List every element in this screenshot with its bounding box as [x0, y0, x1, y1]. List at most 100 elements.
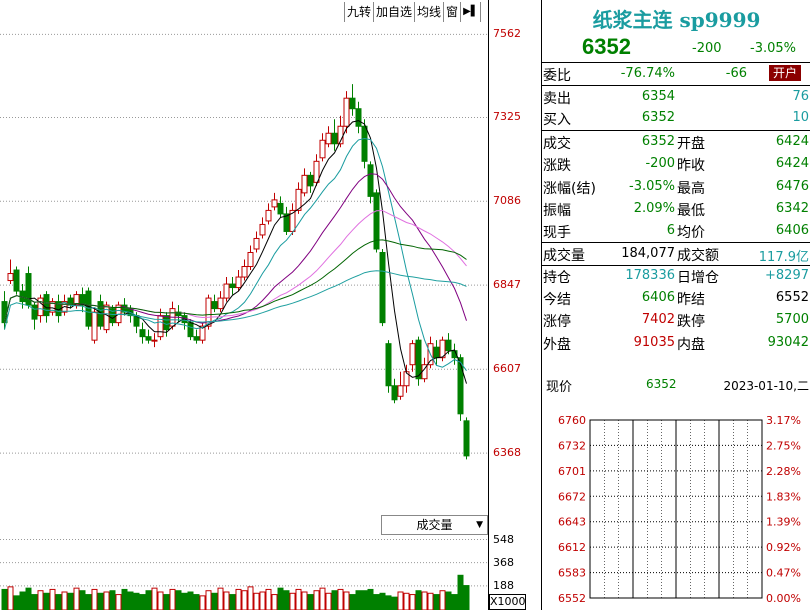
volume-bar[interactable] — [265, 588, 272, 610]
volume-bar[interactable] — [43, 592, 50, 610]
volume-bar[interactable] — [427, 592, 434, 610]
candle-body[interactable] — [265, 209, 272, 222]
toolbar-jiuzhuan-button[interactable]: 九转 — [345, 2, 375, 22]
volume-bar[interactable] — [25, 587, 32, 610]
volume-bar[interactable] — [349, 594, 356, 610]
volume-indicator-select[interactable]: 成交量 ▼ — [381, 515, 488, 535]
candle-body[interactable] — [205, 297, 212, 327]
candle-body[interactable] — [367, 164, 374, 197]
candle-body[interactable] — [79, 294, 86, 306]
volume-bar[interactable] — [37, 590, 44, 610]
candle-body[interactable] — [139, 329, 146, 338]
volume-bar[interactable] — [331, 590, 338, 610]
candle-body[interactable] — [283, 213, 290, 232]
candlestick-chart[interactable] — [0, 0, 488, 512]
volume-bar[interactable] — [259, 591, 266, 610]
candle-body[interactable] — [373, 192, 380, 250]
volume-bar[interactable] — [355, 590, 362, 610]
volume-bar[interactable] — [175, 590, 182, 610]
candle-body[interactable] — [445, 339, 452, 352]
candle-body[interactable] — [199, 325, 206, 341]
candle-body[interactable] — [229, 283, 236, 289]
volume-bar[interactable] — [313, 590, 320, 610]
volume-bar[interactable] — [289, 592, 296, 610]
candle-body[interactable] — [121, 304, 128, 313]
volume-bar[interactable] — [295, 588, 302, 610]
candle-body[interactable] — [43, 294, 50, 317]
candle-body[interactable] — [157, 315, 164, 338]
candle-body[interactable] — [331, 132, 338, 145]
candle-body[interactable] — [439, 339, 446, 359]
candle-body[interactable] — [37, 297, 44, 317]
volume-bar[interactable] — [337, 588, 344, 610]
candle-body[interactable] — [175, 311, 182, 317]
candle-body[interactable] — [217, 297, 224, 310]
volume-bar[interactable] — [67, 592, 74, 610]
volume-bar[interactable] — [451, 594, 458, 610]
candle-body[interactable] — [301, 174, 308, 194]
volume-bar[interactable] — [439, 590, 446, 610]
volume-bar[interactable] — [235, 588, 242, 610]
volume-bar[interactable] — [271, 594, 278, 610]
candle-body[interactable] — [415, 339, 422, 380]
candle-body[interactable] — [49, 301, 56, 313]
volume-bar[interactable] — [199, 595, 206, 610]
volume-bar[interactable] — [301, 591, 308, 610]
volume-bar[interactable] — [157, 591, 164, 610]
volume-chart[interactable] — [0, 534, 488, 610]
candle-body[interactable] — [103, 304, 110, 331]
volume-bar[interactable] — [253, 592, 260, 610]
volume-bar[interactable] — [49, 588, 56, 610]
candle-body[interactable] — [73, 294, 80, 306]
candle-body[interactable] — [271, 199, 278, 208]
volume-bar[interactable] — [103, 591, 110, 610]
volume-bar[interactable] — [343, 591, 350, 610]
candle-body[interactable] — [7, 273, 14, 282]
candle-body[interactable] — [349, 97, 356, 110]
candle-body[interactable] — [457, 357, 464, 415]
volume-bar[interactable] — [373, 594, 380, 610]
candle-body[interactable] — [211, 301, 218, 310]
candle-body[interactable] — [259, 223, 266, 236]
volume-bar[interactable] — [139, 594, 146, 610]
volume-bar[interactable] — [31, 594, 38, 610]
volume-bar[interactable] — [145, 590, 152, 610]
volume-bar[interactable] — [13, 595, 20, 610]
toolbar-window-button[interactable]: 窗 — [444, 2, 462, 22]
volume-bar[interactable] — [61, 591, 68, 610]
toolbar-add-watchlist-button[interactable]: 加自选 — [374, 2, 416, 22]
volume-bar[interactable] — [7, 586, 14, 610]
volume-bar[interactable] — [241, 590, 248, 610]
volume-bar[interactable] — [163, 594, 170, 610]
volume-bar[interactable] — [403, 592, 410, 610]
volume-bar[interactable] — [247, 586, 254, 610]
candle-body[interactable] — [391, 385, 398, 401]
candle-body[interactable] — [1, 301, 8, 324]
candle-body[interactable] — [361, 125, 368, 162]
volume-bar[interactable] — [181, 592, 188, 610]
candle-body[interactable] — [151, 339, 158, 342]
candle-body[interactable] — [247, 251, 254, 268]
volume-bar[interactable] — [109, 590, 116, 610]
volume-bar[interactable] — [91, 588, 98, 610]
volume-bar[interactable] — [223, 591, 230, 610]
volume-bar[interactable] — [133, 592, 140, 610]
candle-body[interactable] — [355, 108, 362, 127]
volume-bar[interactable] — [169, 588, 176, 610]
volume-bar[interactable] — [433, 594, 440, 610]
volume-bar[interactable] — [283, 590, 290, 610]
volume-bar[interactable] — [151, 587, 158, 610]
candle-body[interactable] — [163, 315, 170, 331]
candle-body[interactable] — [253, 237, 260, 250]
candle-body[interactable] — [145, 336, 152, 341]
volume-bar[interactable] — [277, 587, 284, 610]
candle-body[interactable] — [409, 343, 416, 366]
volume-bar[interactable] — [307, 594, 314, 610]
candle-body[interactable] — [241, 266, 248, 278]
candle-body[interactable] — [91, 311, 98, 341]
candle-body[interactable] — [223, 283, 230, 299]
volume-bar[interactable] — [391, 596, 398, 610]
candle-body[interactable] — [307, 174, 314, 187]
volume-bar[interactable] — [79, 590, 86, 610]
volume-bar[interactable] — [367, 588, 374, 610]
